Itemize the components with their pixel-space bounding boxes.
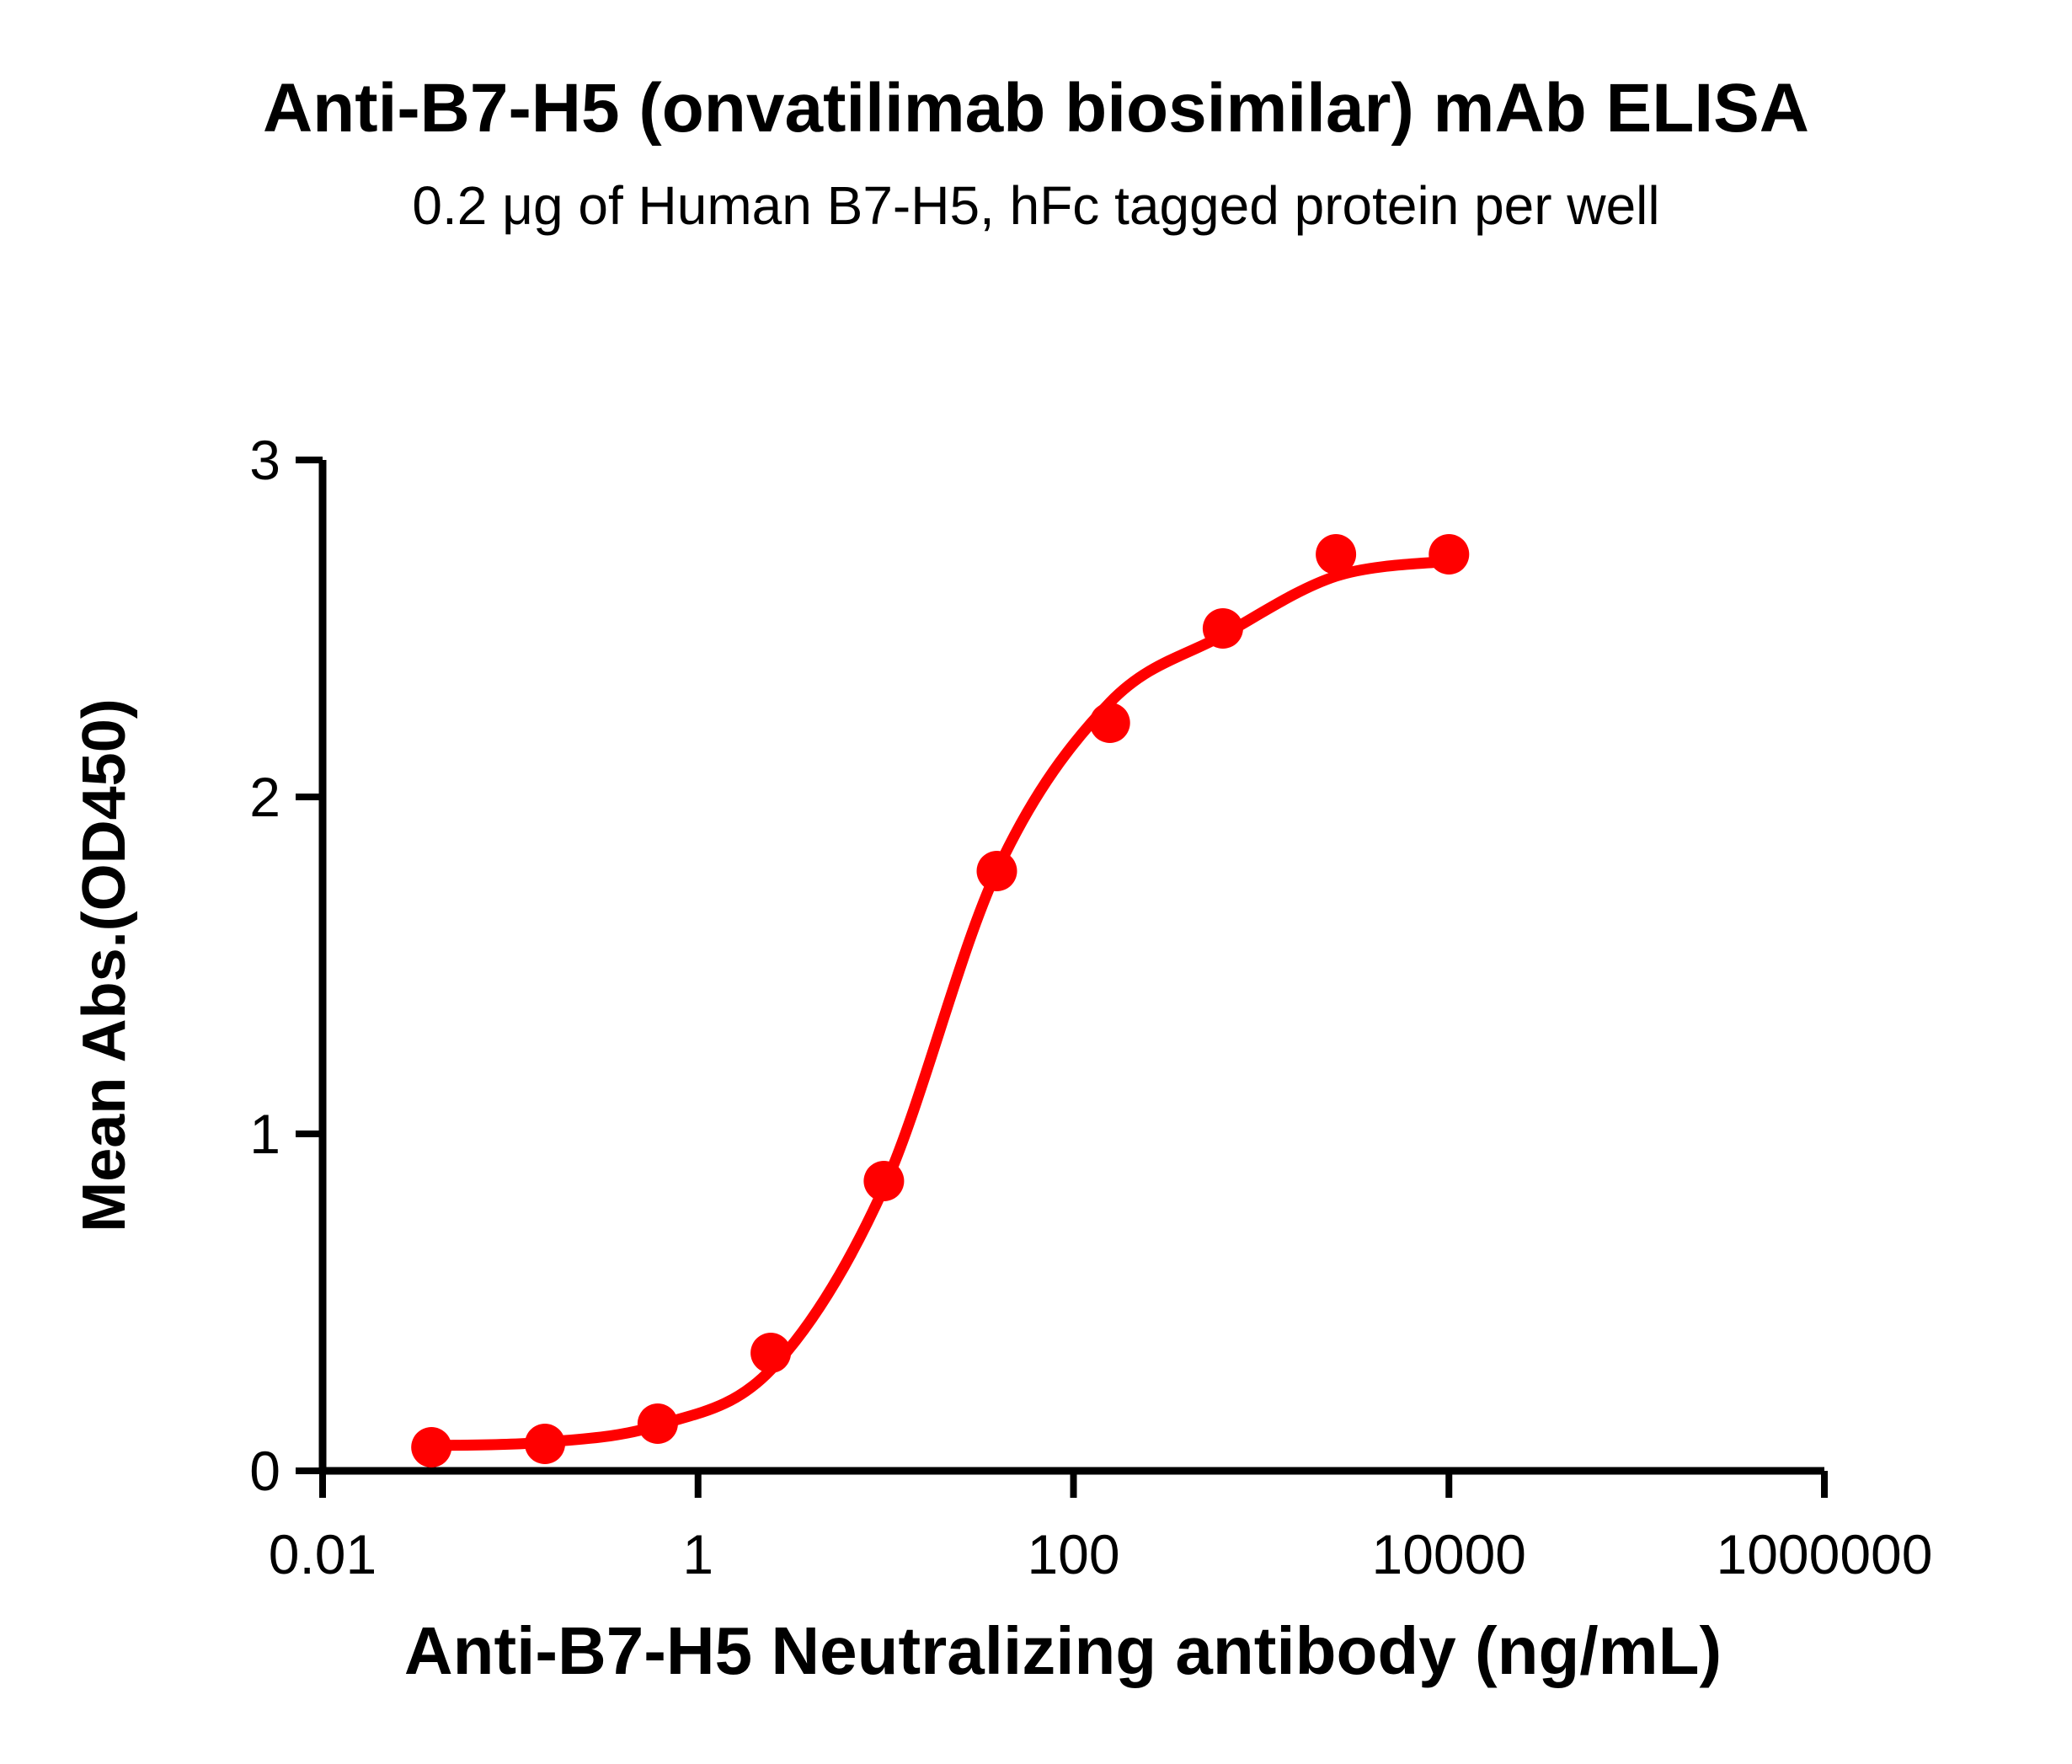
data-point — [863, 1161, 905, 1201]
x-tick-label: 0.01 — [269, 1523, 376, 1585]
y-tick-label: 0 — [249, 1440, 280, 1502]
data-point — [525, 1424, 565, 1464]
data-point — [1429, 534, 1470, 575]
data-point — [750, 1333, 792, 1373]
x-tick-label: 1 — [682, 1523, 713, 1585]
y-tick-label: 3 — [249, 429, 280, 491]
x-axis-title: Anti-B7-H5 Neutralizing antibody (ng/mL) — [403, 1613, 1722, 1688]
x-tick-label: 1000000 — [1717, 1523, 1933, 1585]
x-tick-label: 10000 — [1371, 1523, 1526, 1585]
data-point — [1202, 608, 1243, 649]
data-point — [976, 851, 1017, 891]
data-point — [637, 1403, 678, 1444]
data-point — [1089, 703, 1130, 743]
fit-curve-line — [425, 555, 1455, 1451]
y-tick-label: 1 — [249, 1103, 280, 1165]
x-tick-label: 100 — [1027, 1523, 1119, 1585]
data-point — [1316, 534, 1357, 575]
y-tick-label: 2 — [249, 766, 280, 828]
chart-title: Anti-B7-H5 (onvatilimab biosimilar) mAb … — [262, 70, 1810, 147]
data-point — [411, 1427, 452, 1467]
chart-subtitle: 0.2 μg of Human B7-H5, hFc tagged protei… — [412, 175, 1660, 236]
